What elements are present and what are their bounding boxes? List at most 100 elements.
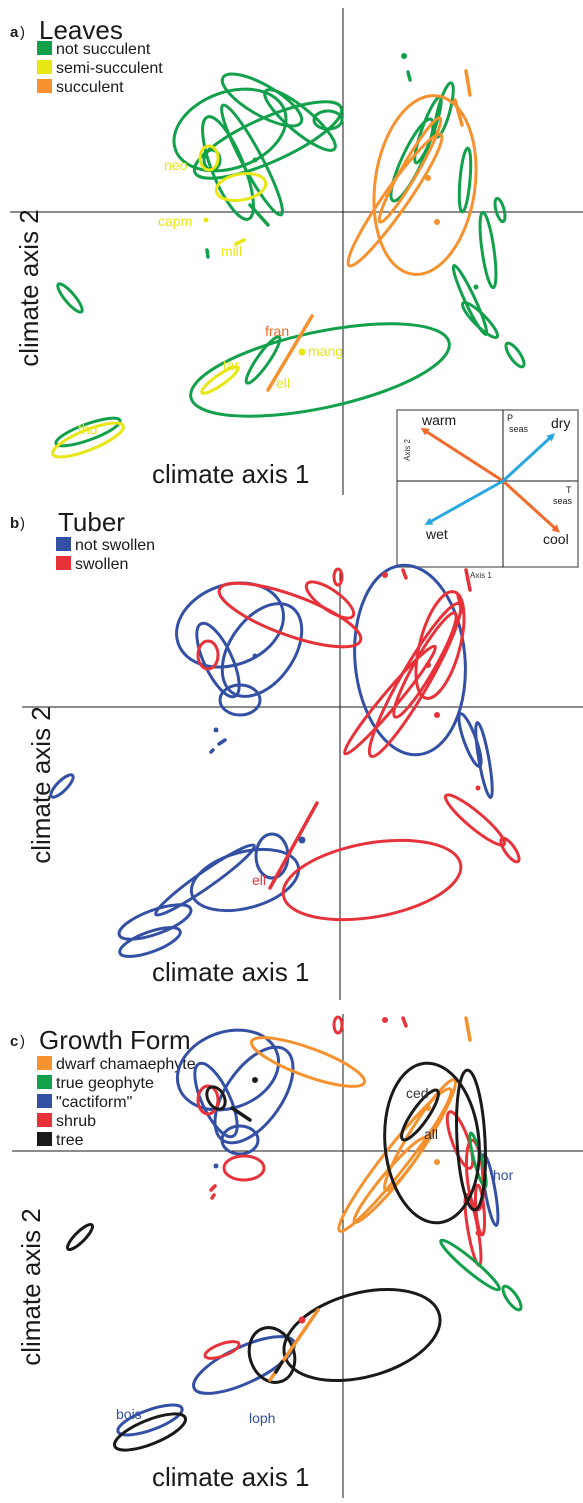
range-ellipse	[493, 196, 507, 224]
species-label: mang	[308, 343, 343, 359]
range-segment	[209, 748, 215, 754]
species-label: mill	[221, 243, 242, 259]
range-point	[213, 1163, 219, 1169]
range-segment	[456, 593, 464, 614]
legend-label-tree: tree	[56, 1132, 84, 1149]
legend-swatch-swollen	[56, 556, 71, 570]
range-ellipse	[249, 1036, 367, 1088]
range-ellipse	[65, 1222, 95, 1252]
species-label: bois	[116, 1406, 142, 1422]
range-ellipse	[54, 416, 122, 448]
range-segment	[406, 70, 412, 82]
inset-label-dry: dry	[551, 415, 570, 431]
range-ellipse	[501, 1284, 523, 1312]
range-ellipse	[353, 563, 467, 757]
range-ellipse	[192, 1335, 296, 1395]
range-ellipse	[332, 1015, 344, 1035]
range-ellipse	[439, 1238, 501, 1292]
species-label: ell	[252, 872, 266, 888]
panel-a-ylabel: climate axis 2	[14, 209, 44, 367]
range-ellipse	[499, 836, 521, 864]
inset-label-t-sub: seas	[553, 496, 573, 506]
range-ellipse	[217, 581, 363, 649]
legend-label-succulent: succulent	[56, 79, 124, 96]
range-ellipse	[304, 580, 356, 620]
range-segment	[401, 568, 408, 580]
range-ellipse	[377, 116, 443, 224]
legend-swatch-not-succulent	[37, 41, 52, 55]
panel-a-ellipses-not-succulent	[54, 72, 526, 448]
range-point	[213, 727, 219, 733]
species-label: fran	[265, 323, 289, 339]
range-ellipse	[203, 1340, 241, 1360]
range-segment	[248, 203, 270, 227]
legend-label-not-swollen: not swollen	[75, 537, 155, 554]
panel-a-title: Leaves	[39, 15, 123, 45]
range-ellipse	[414, 590, 466, 700]
range-segment	[464, 1016, 472, 1042]
inset-label-p-sub: seas	[509, 424, 529, 434]
range-ellipse	[244, 335, 282, 385]
range-segment	[210, 1193, 216, 1200]
range-ellipse	[343, 644, 437, 756]
inset-label-t: T	[566, 485, 572, 495]
inset-label-cool: cool	[543, 531, 569, 547]
range-point	[425, 662, 431, 668]
range-ellipse	[189, 322, 451, 418]
range-segment	[266, 314, 314, 392]
range-ellipse	[504, 341, 526, 369]
range-ellipse	[433, 81, 455, 139]
panel-b-ellipses-swollen	[196, 567, 521, 922]
species-label: all	[424, 1126, 438, 1142]
range-segment	[464, 568, 472, 592]
range-ellipse	[175, 1028, 281, 1112]
legend-swatch-shrub	[37, 1113, 52, 1127]
range-ellipse	[263, 88, 337, 152]
inset-vector-warm	[420, 427, 504, 483]
range-ellipse	[457, 146, 473, 214]
range-ellipse	[51, 421, 125, 459]
legend-label-semi-succulent: semi-succulent	[56, 60, 163, 77]
species-label: hor	[493, 1167, 514, 1183]
inset-ylabel: Axis 2	[403, 439, 412, 461]
range-ellipse	[118, 926, 182, 958]
range-point	[434, 1159, 440, 1165]
range-point	[203, 217, 209, 223]
range-point	[252, 1077, 258, 1083]
range-ellipse	[222, 1154, 266, 1182]
range-point	[434, 712, 440, 718]
range-ellipse	[480, 1153, 500, 1227]
range-ellipse	[117, 903, 193, 941]
panel-c-paren: )	[20, 1033, 25, 1050]
inset-vector-wet	[424, 479, 504, 525]
range-point	[382, 572, 388, 578]
climate-vector-inset: warm cool dry wet P seas T seas Axis 1 A…	[396, 409, 579, 580]
range-ellipse	[346, 132, 444, 268]
panel-a-paren: )	[20, 24, 25, 41]
panel-a-xlabel: climate axis 1	[152, 459, 310, 489]
range-ellipse	[461, 301, 499, 339]
range-ellipse	[464, 1138, 486, 1212]
range-ellipse	[196, 639, 220, 671]
inset-label-wet: wet	[425, 526, 448, 542]
range-segment	[401, 1016, 408, 1028]
range-ellipse	[49, 773, 75, 799]
range-ellipse	[192, 100, 344, 180]
legend-label-true-geophyte: true geophyte	[56, 1075, 154, 1092]
panel-b-ellipses-not-swollen	[49, 563, 494, 958]
panel-c-xlabel: climate axis 1	[152, 1462, 310, 1492]
range-ellipse	[116, 1403, 184, 1437]
range-point	[252, 157, 258, 163]
range-ellipse	[195, 621, 241, 699]
range-segment	[209, 1184, 217, 1192]
range-segment	[234, 238, 246, 246]
panel-c-species-labels: ced all hor bois loph	[116, 1085, 514, 1426]
panel-b-marks	[209, 568, 481, 890]
species-label: ced	[406, 1085, 429, 1101]
panel-c-ellipses-dwarf-chamaephyte	[249, 1036, 457, 1233]
range-point	[425, 1105, 431, 1111]
panel-c-letter: c	[10, 1033, 18, 1050]
range-ellipse	[372, 94, 478, 276]
